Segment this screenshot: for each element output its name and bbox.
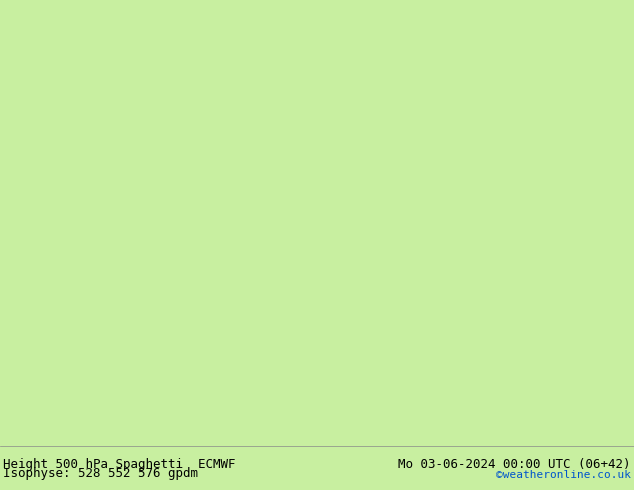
Text: Height 500 hPa Spaghetti  ECMWF: Height 500 hPa Spaghetti ECMWF [3,458,236,470]
Text: ©weatheronline.co.uk: ©weatheronline.co.uk [496,470,631,480]
Text: Mo 03-06-2024 00:00 UTC (06+42): Mo 03-06-2024 00:00 UTC (06+42) [398,458,631,470]
Text: Isophyse: 528 552 576 gpdm: Isophyse: 528 552 576 gpdm [3,467,198,480]
